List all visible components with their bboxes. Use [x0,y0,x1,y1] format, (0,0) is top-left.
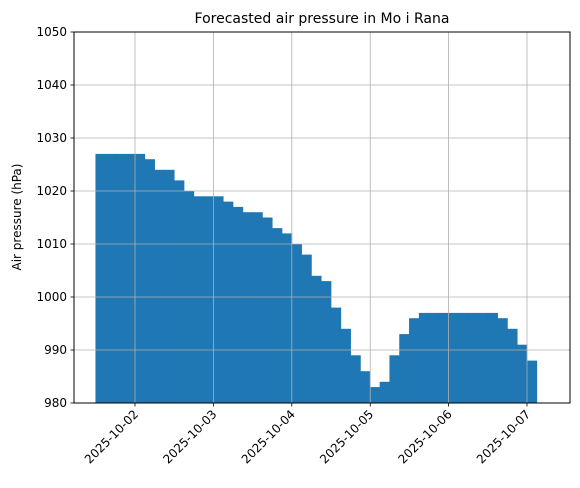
bar [409,318,420,403]
bar [448,312,459,403]
y-axis-label: Air pressure (hPa) [10,164,24,271]
y-tick-label: 1040 [36,78,67,92]
bar [134,153,146,403]
bar [213,196,224,403]
bar [458,312,469,403]
bar [487,312,498,403]
bar [350,355,361,403]
bar [428,312,440,403]
bar [291,244,302,403]
bar [320,281,332,403]
bar [438,312,449,403]
bar [379,381,391,403]
y-tick-label: 1000 [36,290,67,304]
bar [311,275,322,403]
bar [262,217,273,403]
chart-title: Forecasted air pressure in Mo i Rana [195,11,450,27]
bar [252,212,263,403]
y-tick-label: 990 [44,343,67,357]
bar [105,153,116,403]
bar [154,169,165,403]
bar [360,371,371,403]
bar [164,169,175,403]
bar [222,201,234,403]
bar [369,387,381,403]
plot-frame [73,31,571,404]
bar [144,159,155,403]
y-tick-label: 1050 [36,25,67,39]
bar [507,328,518,403]
y-tick-label: 1030 [36,131,67,145]
bar [193,196,204,403]
bar [242,212,253,403]
bar [389,355,400,403]
y-tick-label: 980 [44,396,67,410]
y-tick-label: 1020 [36,184,67,198]
bar [124,153,136,403]
bar [477,312,489,403]
y-axis-ticks: 980 990 1000 1010 1020 1030 1040 1050 [36,25,74,410]
bar [467,312,479,403]
bar [95,153,106,403]
bar [115,153,126,403]
bar [516,344,528,403]
bar [271,228,283,403]
bar [497,318,508,403]
bar [173,180,185,403]
bars [95,153,538,403]
bar [340,328,351,403]
bar [301,254,312,403]
y-tick-label: 1010 [36,237,67,251]
bar [330,307,342,403]
bar [281,233,293,403]
bar [232,206,244,403]
bar [526,360,538,403]
bar [399,334,410,403]
bar [203,196,214,403]
bar [418,312,430,403]
